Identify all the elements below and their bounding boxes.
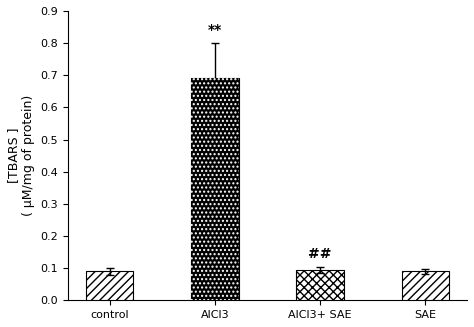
Text: ##: ## [309,247,332,261]
Y-axis label: [TBARS ]
( μM/mg of protein): [TBARS ] ( μM/mg of protein) [7,95,35,216]
Bar [191,78,238,300]
Bar [191,78,238,300]
Bar [296,270,344,300]
Bar [86,271,134,300]
Text: **: ** [208,23,222,37]
Bar [401,271,449,300]
